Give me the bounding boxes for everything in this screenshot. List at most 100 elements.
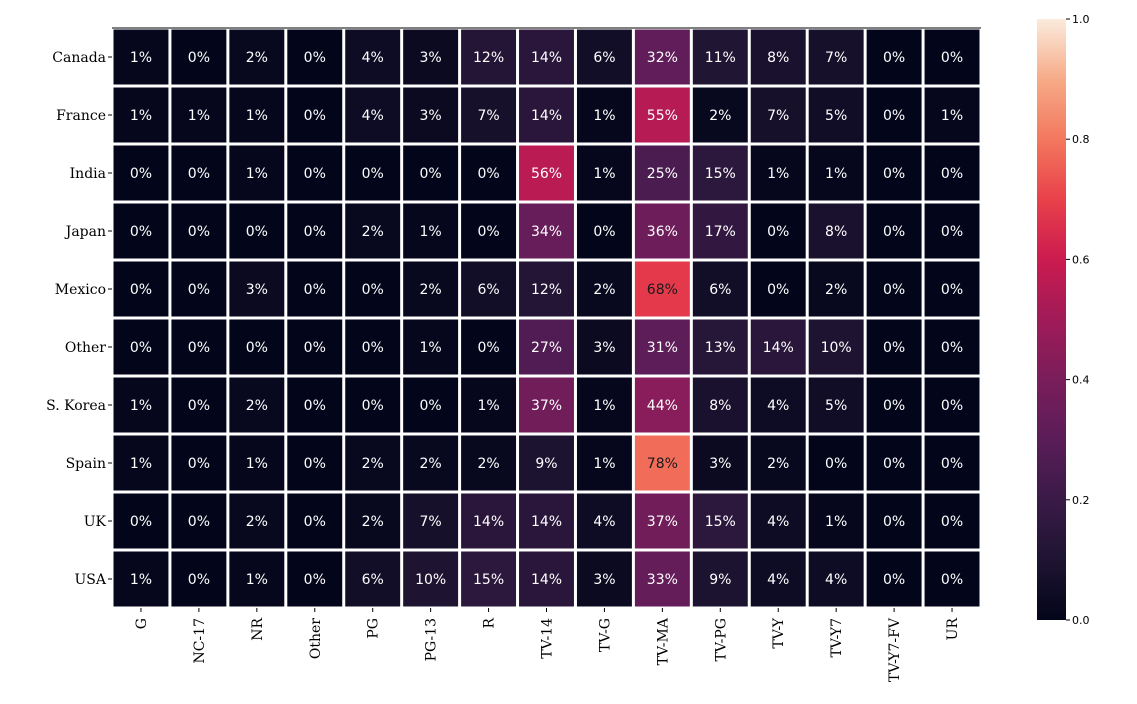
- cell-annotation: 15%: [473, 572, 504, 588]
- cell-annotation: 1%: [246, 166, 268, 182]
- heatmap-cell: [692, 377, 748, 433]
- heatmap-cell: [287, 87, 343, 143]
- cell-annotation: 2%: [362, 456, 384, 472]
- heatmap-cell: [403, 145, 459, 201]
- cell-annotation: 0%: [304, 340, 326, 356]
- cell-annotation: 31%: [647, 340, 678, 356]
- row-label: Canada: [52, 50, 106, 66]
- cell-annotation: 0%: [188, 398, 210, 414]
- heatmap-cell: [750, 29, 806, 85]
- heatmap-cell: [345, 493, 401, 549]
- cell-annotation: 7%: [477, 108, 499, 124]
- cell-annotation: 1%: [825, 166, 847, 182]
- heatmap-cell: [345, 29, 401, 85]
- cell-annotation: 56%: [531, 166, 562, 182]
- heatmap-cell: [924, 435, 980, 491]
- heatmap-cell: [808, 145, 864, 201]
- heatmap-cell: [519, 493, 574, 549]
- cell-annotation: 0%: [883, 282, 905, 298]
- cell-annotation: 44%: [647, 398, 678, 414]
- heatmap-cell: [692, 319, 748, 375]
- heatmap-cell: [634, 145, 690, 201]
- cell-annotation: 4%: [767, 514, 789, 530]
- heatmap-cell: [287, 203, 343, 259]
- heatmap-cell: [519, 377, 574, 433]
- cell-annotation: 7%: [825, 50, 847, 66]
- row-label: S. Korea: [46, 398, 106, 414]
- cell-annotation: 1%: [593, 398, 615, 414]
- heatmap-cell: [171, 319, 227, 375]
- heatmap-cell: [634, 203, 690, 259]
- cell-annotation: 0%: [883, 108, 905, 124]
- row-label: Japan: [64, 224, 106, 240]
- heatmap-cell: [287, 377, 343, 433]
- cell-annotation: 36%: [647, 224, 678, 240]
- heatmap-cell: [576, 29, 632, 85]
- heatmap-cell: [634, 319, 690, 375]
- heatmap-cell: [750, 551, 806, 607]
- cell-annotation: 0%: [941, 514, 963, 530]
- heatmap-cell: [287, 145, 343, 201]
- heatmap-cell: [113, 435, 169, 491]
- cell-annotation: 1%: [825, 514, 847, 530]
- cell-annotation: 0%: [188, 166, 210, 182]
- cell-annotation: 0%: [188, 456, 210, 472]
- colorbar: 0.0 0.2 0.4 0.6 0.8 1.0: [1037, 13, 1090, 627]
- heatmap-cell: [866, 261, 922, 317]
- cell-annotation: 0%: [767, 224, 789, 240]
- row-labels: Canada France India Japan Mexico Other S. Kore…: [46, 50, 112, 588]
- heatmap-cell: [229, 87, 285, 143]
- cell-annotation: 2%: [246, 398, 268, 414]
- heatmap-cell: [345, 261, 401, 317]
- heatmap-cell: [576, 261, 632, 317]
- heatmap-cell: [171, 145, 227, 201]
- cell-annotation: 2%: [246, 50, 268, 66]
- heatmap-cell: [634, 493, 690, 549]
- cell-annotation: 3%: [420, 50, 442, 66]
- cell-annotation: 12%: [531, 282, 562, 298]
- cell-annotation: 0%: [304, 514, 326, 530]
- heatmap-cell: [171, 493, 227, 549]
- cell-annotation: 0%: [420, 398, 442, 414]
- cell-annotation: 1%: [246, 572, 268, 588]
- cell-annotation: 0%: [362, 166, 384, 182]
- row-label: France: [56, 108, 106, 124]
- cell-annotation: 7%: [420, 514, 442, 530]
- cell-annotation: 1%: [130, 50, 152, 66]
- row-label: Other: [65, 340, 106, 356]
- heatmap-cell: [750, 377, 806, 433]
- cell-annotation: 12%: [473, 50, 504, 66]
- cell-annotation: 0%: [883, 514, 905, 530]
- heatmap-cell: [113, 493, 169, 549]
- heatmap-cell: [229, 551, 285, 607]
- heatmap-cell: [113, 29, 169, 85]
- cell-annotation: 0%: [941, 456, 963, 472]
- heatmap-cell: [808, 261, 864, 317]
- heatmap-cell: [808, 435, 864, 491]
- heatmap-cell: [750, 261, 806, 317]
- cell-annotation: 1%: [593, 166, 615, 182]
- cell-annotation: 1%: [420, 340, 442, 356]
- column-label: TV-Y: [771, 617, 787, 648]
- heatmap-cell: [519, 203, 574, 259]
- cell-annotation: 0%: [883, 340, 905, 356]
- cell-annotation: 0%: [188, 572, 210, 588]
- heatmap-cell: [576, 203, 632, 259]
- cell-annotation: 4%: [593, 514, 615, 530]
- cell-annotation: 0%: [130, 282, 152, 298]
- heatmap-cell: [113, 261, 169, 317]
- heatmap-cell: [808, 377, 864, 433]
- heatmap-cell: [519, 435, 574, 491]
- heatmap-cell: [461, 87, 517, 143]
- cell-annotation: 0%: [477, 166, 499, 182]
- heatmap-cell: [692, 261, 748, 317]
- column-label: TV-Y7-FV: [887, 617, 903, 682]
- cell-annotation: 4%: [362, 108, 384, 124]
- heatmap-cell: [924, 261, 980, 317]
- colorbar-tick-label: 0.2: [1072, 494, 1090, 507]
- cell-annotation: 0%: [362, 282, 384, 298]
- heatmap-cell: [692, 435, 748, 491]
- cell-annotation: 17%: [705, 224, 736, 240]
- cell-annotation: 4%: [362, 50, 384, 66]
- colorbar-gradient: [1037, 19, 1066, 620]
